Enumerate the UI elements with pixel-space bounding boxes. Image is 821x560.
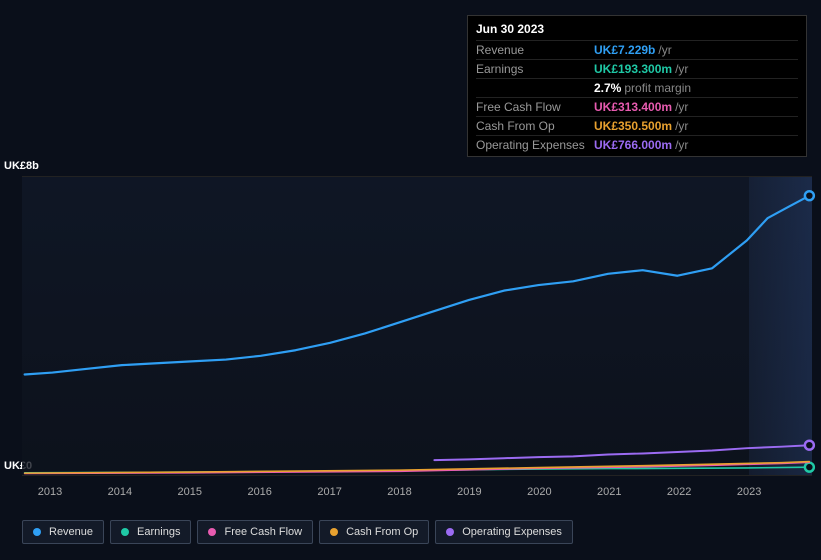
x-axis-label: 2015 — [178, 486, 202, 498]
legend-label: Free Cash Flow — [224, 526, 302, 538]
legend-dot-icon — [33, 528, 41, 536]
tooltip-row-unit: profit margin — [624, 81, 691, 95]
legend-item[interactable]: Earnings — [110, 520, 191, 544]
tooltip-row-label — [476, 81, 594, 95]
series-end-marker — [805, 191, 814, 200]
tooltip-row-label: Revenue — [476, 43, 594, 57]
tooltip-row-label: Earnings — [476, 62, 594, 76]
x-axis-label: 2019 — [457, 486, 481, 498]
tooltip-row-value: UK£193.300m — [594, 62, 672, 76]
legend-label: Cash From Op — [346, 526, 418, 538]
tooltip-row-value: 2.7% — [594, 81, 621, 95]
legend-dot-icon — [446, 528, 454, 536]
tooltip-row: 2.7%profit margin — [476, 78, 798, 97]
chart-legend: Revenue Earnings Free Cash Flow Cash From O… — [22, 520, 573, 544]
series-end-marker — [805, 463, 814, 472]
tooltip-row-unit: /yr — [675, 62, 688, 76]
chart-plot[interactable] — [22, 176, 812, 476]
series-line — [25, 196, 810, 375]
tooltip-row: RevenueUK£7.229b/yr — [476, 40, 798, 59]
tooltip-row-label: Free Cash Flow — [476, 100, 594, 114]
legend-dot-icon — [121, 528, 129, 536]
tooltip-row-value: UK£350.500m — [594, 119, 672, 133]
legend-item[interactable]: Revenue — [22, 520, 104, 544]
legend-label: Earnings — [137, 526, 180, 538]
tooltip-row-label: Cash From Op — [476, 119, 594, 133]
chart-area: UK£8bUK£0 201320142015201620172018201920… — [0, 150, 821, 510]
legend-item[interactable]: Cash From Op — [319, 520, 429, 544]
x-axis-label: 2023 — [737, 486, 761, 498]
tooltip-date: Jun 30 2023 — [476, 22, 798, 40]
series-end-marker — [805, 441, 814, 450]
legend-label: Operating Expenses — [462, 526, 562, 538]
x-axis-label: 2013 — [38, 486, 62, 498]
legend-item[interactable]: Free Cash Flow — [197, 520, 313, 544]
x-axis-label: 2022 — [667, 486, 691, 498]
chart-lines — [22, 177, 812, 475]
x-axis-label: 2020 — [527, 486, 551, 498]
tooltip-row: Free Cash FlowUK£313.400m/yr — [476, 97, 798, 116]
tooltip-rows: RevenueUK£7.229b/yrEarningsUK£193.300m/y… — [476, 40, 798, 154]
chart-tooltip: Jun 30 2023 RevenueUK£7.229b/yrEarningsU… — [467, 15, 807, 157]
x-axis-label: 2018 — [387, 486, 411, 498]
legend-label: Revenue — [49, 526, 93, 538]
tooltip-row-unit: /yr — [675, 100, 688, 114]
series-line — [434, 445, 809, 460]
x-axis-label: 2016 — [247, 486, 271, 498]
x-axis-label: 2021 — [597, 486, 621, 498]
tooltip-row: EarningsUK£193.300m/yr — [476, 59, 798, 78]
tooltip-row-unit: /yr — [658, 43, 671, 57]
legend-dot-icon — [330, 528, 338, 536]
y-axis-label: UK£8b — [4, 160, 39, 172]
tooltip-row: Cash From OpUK£350.500m/yr — [476, 116, 798, 135]
tooltip-row-unit: /yr — [675, 119, 688, 133]
x-axis-labels: 2013 2014 2015 2016 2017 2018 2019 2020 2021 2022… — [22, 486, 812, 506]
x-axis-label: 2017 — [317, 486, 341, 498]
tooltip-row-value: UK£313.400m — [594, 100, 672, 114]
legend-dot-icon — [208, 528, 216, 536]
legend-item[interactable]: Operating Expenses — [435, 520, 573, 544]
tooltip-row-value: UK£7.229b — [594, 43, 655, 57]
x-axis-label: 2014 — [108, 486, 132, 498]
